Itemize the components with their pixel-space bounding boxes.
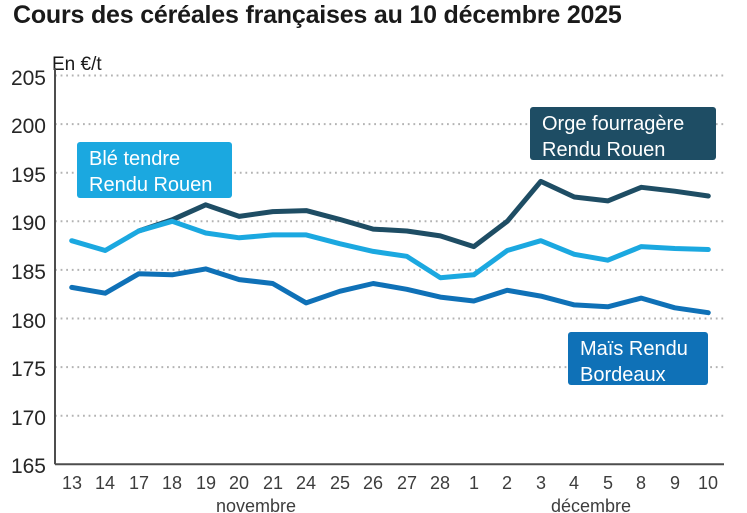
x-tick-label: 3 [535,473,546,493]
x-tick-label: 9 [669,473,680,493]
y-tick-label: 205 [10,67,46,90]
series-label-line: Rendu Rouen [542,139,666,161]
series-line-ma-s-rendu-bordeaux [69,266,711,316]
x-tick-label: 25 [329,473,351,493]
y-axis-unit-label: En €/t [52,54,102,75]
x-tick-label: 19 [195,473,217,493]
series-label-line: Rendu Rouen [89,174,213,196]
x-tick-label: 4 [568,473,579,493]
x-tick-label: 13 [61,473,83,493]
series-label-line: Maïs Rendu [580,338,688,360]
x-tick-label: 26 [362,473,384,493]
month-label-novembre: novembre [215,496,297,513]
month-label-décembre: décembre [550,496,632,513]
x-tick-label: 8 [635,473,646,493]
series-line-orge-fourrag-re-rendu-rouen [136,178,711,250]
x-tick-label: 5 [602,473,613,493]
x-tick-label: 2 [501,473,512,493]
y-tick-label: 200 [10,115,46,138]
x-tick-label: 10 [697,473,719,493]
series-label-mais: Maïs Rendu Bordeaux [568,332,708,386]
y-tick-label: 165 [10,455,46,478]
chart-title: Cours des céréales françaises au 10 déce… [13,1,622,29]
x-tick-label: 1 [468,473,479,493]
series-label-line: Bordeaux [580,364,666,386]
y-tick-label: 170 [10,407,46,430]
series-line-bl-tendre-rendu-rouen [69,218,711,281]
series-label-line: Blé tendre [89,148,181,170]
x-tick-label: 20 [228,473,250,493]
x-tick-label: 21 [262,473,284,493]
series-label-ble-tendre: Blé tendre Rendu Rouen [77,142,232,198]
y-tick-label: 190 [10,212,46,235]
y-tick-label: 175 [10,358,46,381]
y-tick-label: 180 [10,310,46,333]
y-tick-label: 185 [10,261,46,284]
x-tick-label: 18 [161,473,183,493]
series-label-line: Orge fourragère [542,113,685,135]
x-tick-label: 14 [94,473,116,493]
x-tick-label: 17 [128,473,150,493]
x-tick-label: 24 [295,473,317,493]
x-tick-label: 28 [429,473,451,493]
x-tick-label: 27 [396,473,418,493]
series-label-orge-fourragere: Orge fourragère Rendu Rouen [530,107,716,161]
y-tick-label: 195 [10,164,46,187]
